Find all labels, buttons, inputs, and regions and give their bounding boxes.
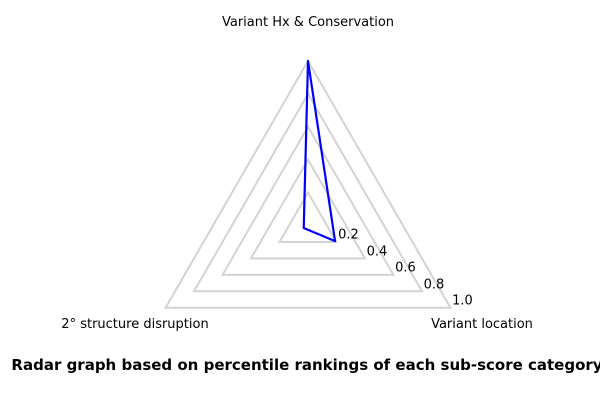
grid-ring (220, 124, 396, 276)
axis-label-variant-location: Variant location (431, 316, 533, 332)
data-polygon (302, 59, 337, 243)
grid-ring (277, 190, 339, 243)
radial-tick-label: 0.4 (366, 244, 388, 260)
axis-label-structure-disruption: 2° structure disruption (61, 316, 209, 332)
radial-tick-label: 1.0 (452, 293, 473, 309)
radial-tick-label: 0.2 (338, 227, 359, 243)
axis-label-variant-hx-conservation: Variant Hx & Conservation (221, 14, 395, 30)
radial-tick-label: 0.6 (395, 260, 416, 276)
grid-ring (163, 58, 453, 309)
grid-ring (192, 91, 424, 293)
chart-caption: Radar graph based on percentile rankings… (11, 356, 600, 374)
grid-ring (249, 157, 367, 260)
radial-tick-label: 0.8 (423, 277, 445, 293)
